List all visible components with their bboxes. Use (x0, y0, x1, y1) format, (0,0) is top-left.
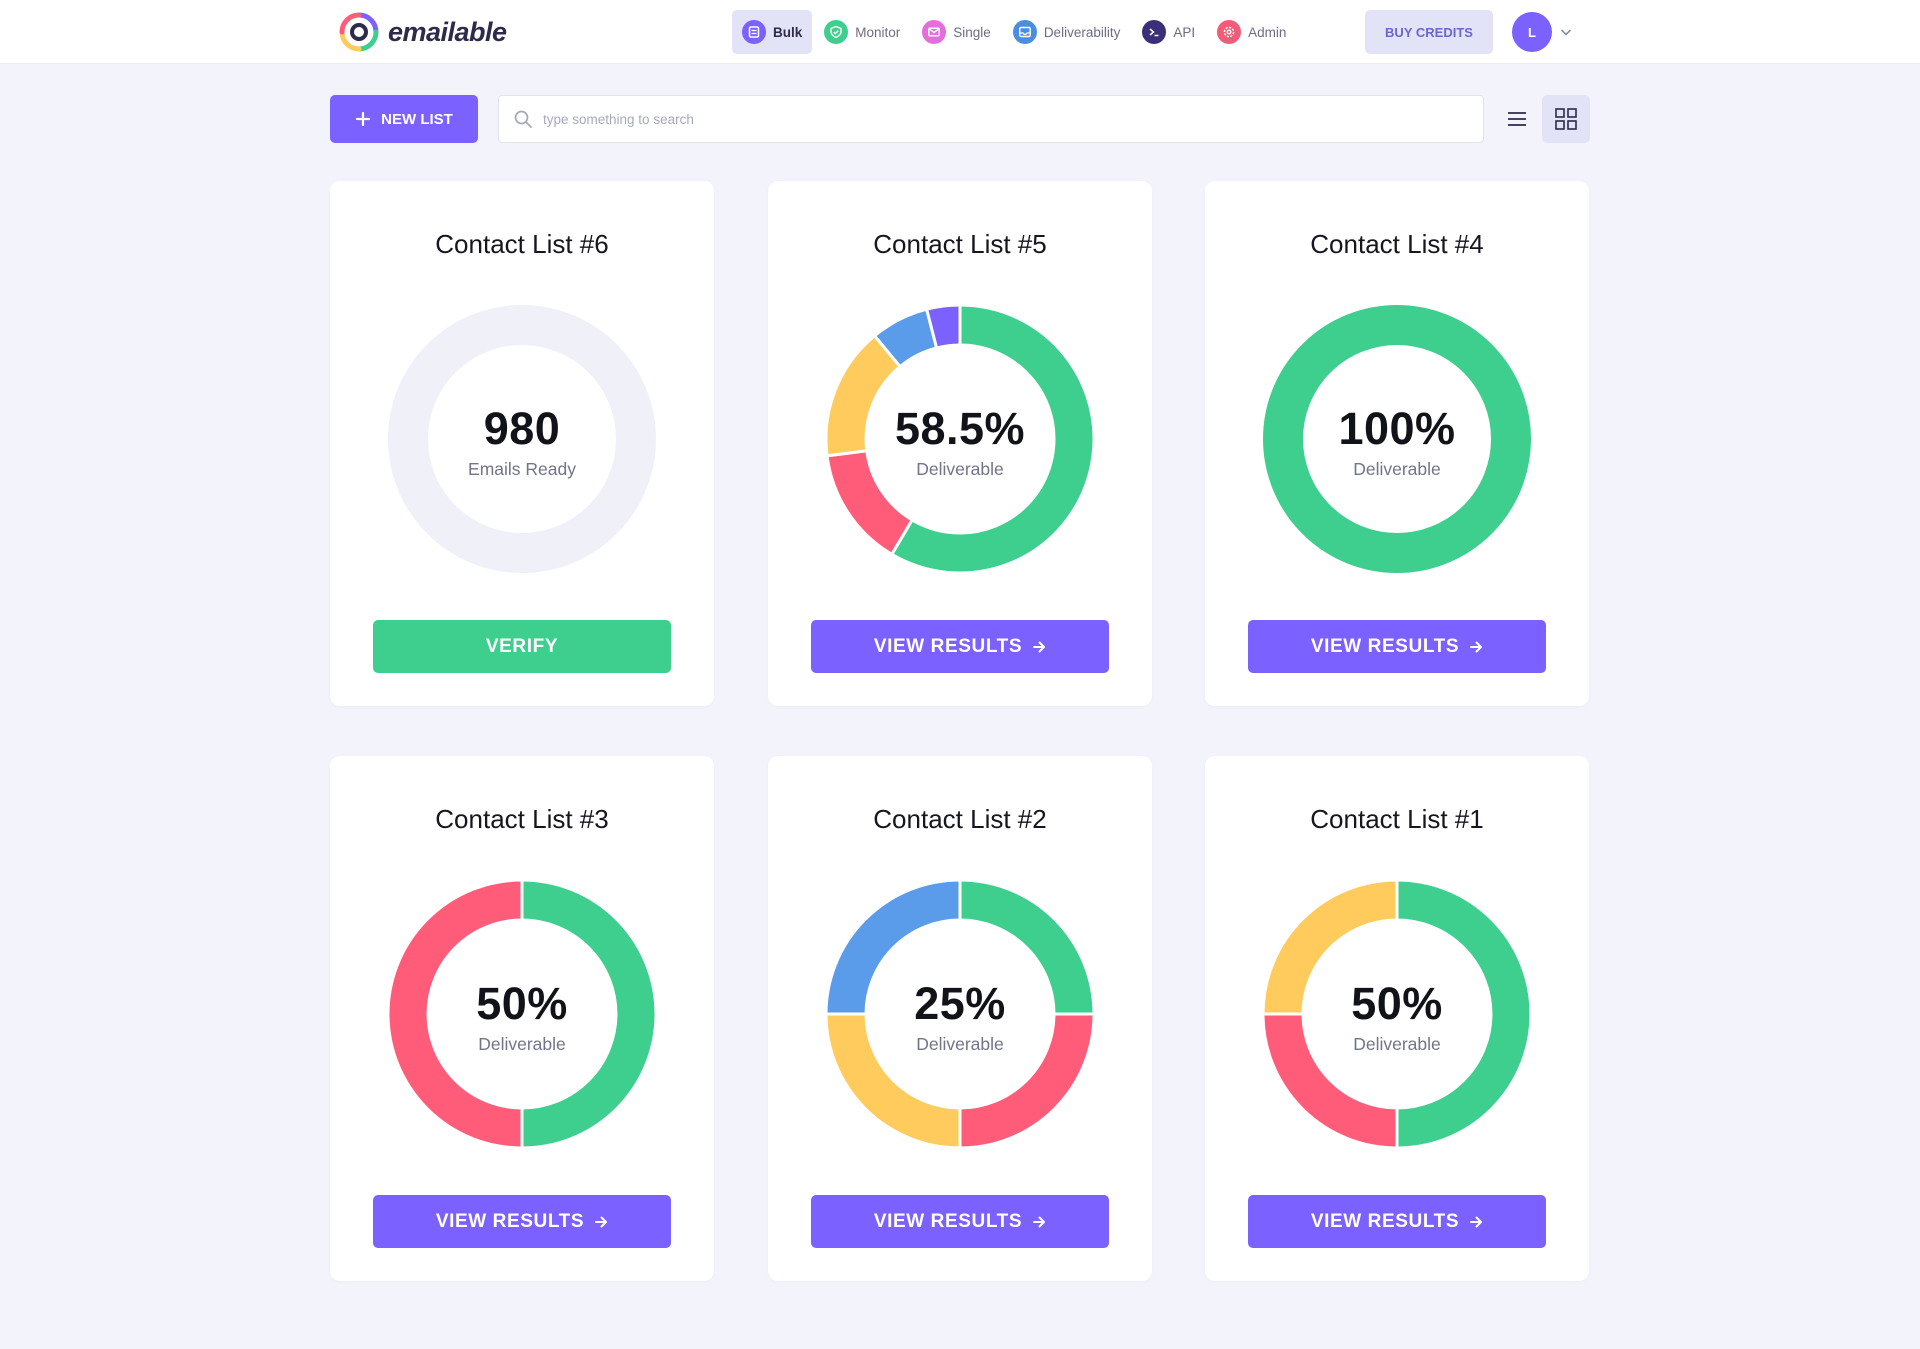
card-stat-label: Emails Ready (468, 459, 576, 479)
card-stat-value: 58.5% (894, 403, 1026, 454)
nav-bulk-label: Bulk (773, 24, 803, 40)
main-nav: Bulk Monitor Single Deliverability API (732, 10, 1298, 54)
inbox-icon (1012, 20, 1037, 44)
nav-api[interactable]: API (1132, 10, 1205, 54)
list-view-icon (1508, 112, 1526, 126)
new-list-button[interactable]: NEW LIST (330, 95, 478, 143)
list-card: Contact List #6 980 Emails Ready VERIFY (330, 181, 714, 706)
card-title: Contact List #3 (435, 804, 609, 834)
donut-segment (1263, 305, 1531, 573)
card-stat-value: 980 (483, 403, 561, 454)
envelope-icon (922, 20, 947, 44)
terminal-icon (1142, 20, 1167, 44)
bulk-icon (742, 20, 766, 44)
card-stat-value: 50% (1351, 978, 1443, 1029)
card-button-label: VIEW RESULTS (435, 1210, 585, 1232)
chevron-down-icon[interactable] (1558, 24, 1574, 40)
view-results-button[interactable]: VIEW RESULTS (1248, 620, 1546, 673)
nav-deliverability[interactable]: Deliverability (1003, 10, 1131, 54)
plus-icon (356, 111, 371, 127)
nav-bulk[interactable]: Bulk (732, 10, 813, 54)
search-box (498, 95, 1484, 143)
logo-icon (339, 12, 379, 52)
avatar[interactable]: L (1512, 12, 1552, 52)
card-title: Contact List #6 (435, 229, 609, 259)
view-results-button[interactable]: VIEW RESULTS (373, 1195, 671, 1248)
search-input[interactable] (543, 111, 1443, 127)
list-card: Contact List #2 25% Deliverable VIEW RES… (768, 756, 1152, 1281)
buy-credits-button[interactable]: BUY CREDITS (1365, 10, 1493, 54)
donut-segment (1395, 879, 1532, 1149)
card-title: Contact List #1 (1310, 804, 1484, 834)
view-results-button[interactable]: VIEW RESULTS (811, 1195, 1109, 1248)
verify-button[interactable]: VERIFY (373, 620, 671, 673)
donut-empty-ring (388, 305, 656, 573)
donut-segment (387, 879, 524, 1149)
card-title: Contact List #5 (873, 229, 1047, 259)
card-stat-label: Deliverable (916, 1034, 1004, 1054)
card-button-label: VIEW RESULTS (873, 1210, 1023, 1232)
donut-segment (889, 304, 1095, 574)
top-bar: emailable Bulk Monitor Single Deliverabi… (0, 0, 1920, 64)
donut-chart (825, 304, 1095, 574)
card-stat-label: Deliverable (478, 1034, 566, 1054)
list-card: Contact List #3 50% Deliverable VIEW RES… (330, 756, 714, 1281)
arrow-right-icon (1033, 1216, 1046, 1227)
donut-chart (825, 879, 1095, 1149)
nav-api-label: API (1173, 24, 1196, 40)
nav-admin[interactable]: Admin (1207, 10, 1296, 54)
card-stat-label: Deliverable (1353, 459, 1441, 479)
card-button-label: VIEW RESULTS (1310, 635, 1460, 657)
donut-segment (1262, 879, 1399, 1016)
donut-chart (387, 304, 657, 574)
card-stat-label: Deliverable (916, 459, 1004, 479)
shield-check-icon (824, 20, 849, 44)
nav-monitor-label: Monitor (855, 24, 901, 40)
nav-monitor[interactable]: Monitor (814, 10, 910, 54)
list-card: Contact List #4 100% Deliverable VIEW RE… (1205, 181, 1589, 706)
donut-segment (825, 879, 962, 1016)
nav-single-label: Single (953, 24, 991, 40)
arrow-right-icon (1033, 641, 1046, 652)
card-button-label: VERIFY (485, 635, 559, 657)
list-card: Contact List #5 58.5% Deliverable VIEW R… (768, 181, 1152, 706)
card-stat-label: Deliverable (1353, 1034, 1441, 1054)
card-stat-value: 100% (1338, 403, 1456, 454)
arrow-right-icon (1470, 1216, 1483, 1227)
card-stat-value: 50% (476, 978, 568, 1029)
arrow-right-icon (1470, 641, 1483, 652)
nav-deliverability-label: Deliverability (1043, 24, 1121, 40)
view-results-button[interactable]: VIEW RESULTS (811, 620, 1109, 673)
card-title: Contact List #4 (1310, 229, 1484, 259)
card-button-label: VIEW RESULTS (1310, 1210, 1460, 1232)
list-view-button[interactable] (1494, 95, 1540, 143)
donut-segment (924, 304, 962, 350)
grid-view-icon (1555, 108, 1577, 130)
donut-chart (1262, 304, 1532, 574)
card-button-label: VIEW RESULTS (873, 635, 1023, 657)
arrow-right-icon (595, 1216, 608, 1227)
nav-admin-label: Admin (1248, 24, 1287, 40)
donut-chart (387, 879, 657, 1149)
view-results-button[interactable]: VIEW RESULTS (1248, 1195, 1546, 1248)
donut-chart (1262, 879, 1532, 1149)
search-icon (514, 110, 532, 128)
list-card: Contact List #1 50% Deliverable VIEW RES… (1205, 756, 1589, 1281)
brand-logo[interactable]: emailable (338, 10, 507, 54)
card-title: Contact List #2 (873, 804, 1047, 834)
donut-segment (520, 879, 657, 1149)
brand-name: emailable (388, 16, 507, 47)
grid-view-button[interactable] (1542, 95, 1590, 143)
nav-single[interactable]: Single (912, 10, 1001, 54)
new-list-label: NEW LIST (381, 110, 453, 128)
card-stat-value: 25% (914, 978, 1006, 1029)
gear-icon (1217, 20, 1242, 44)
